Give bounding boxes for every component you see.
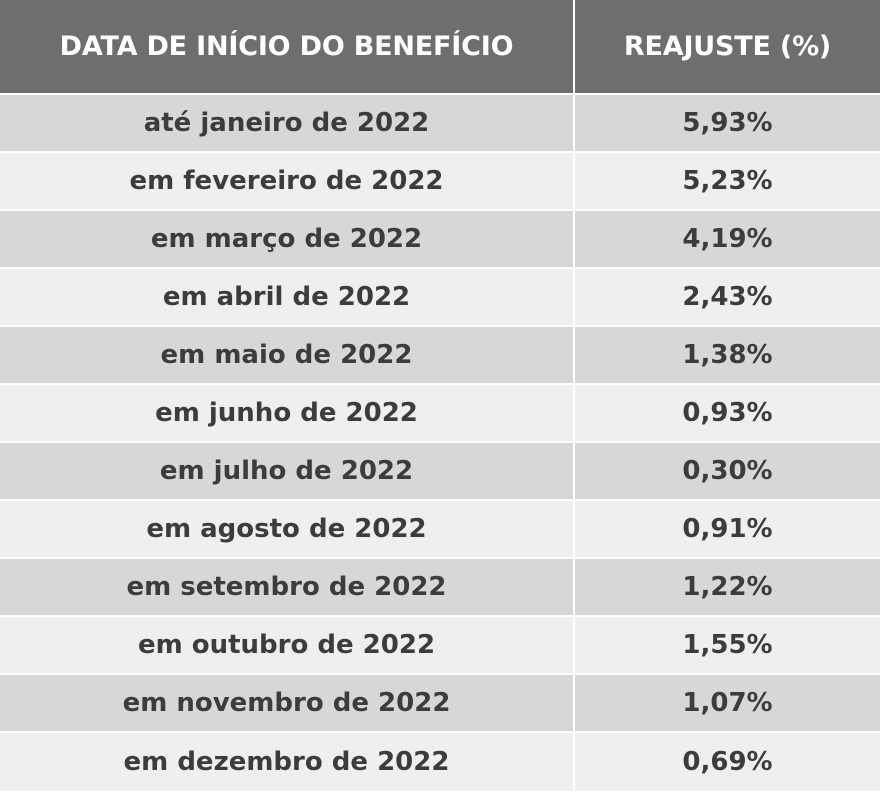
row-date: em agosto de 2022	[0, 501, 575, 557]
table-row: em março de 2022 4,19%	[0, 211, 880, 269]
row-adjustment: 0,69%	[682, 747, 773, 777]
table-row: em outubro de 2022 1,55%	[0, 617, 880, 675]
table-row: em dezembro de 2022 0,69%	[0, 733, 880, 791]
row-date: em fevereiro de 2022	[0, 153, 575, 209]
row-date: em abril de 2022	[0, 269, 575, 325]
row-adjustment: 0,93%	[682, 398, 773, 428]
row-adjustment: 4,19%	[682, 224, 773, 254]
row-adjustment: 5,93%	[682, 108, 773, 138]
row-date: em julho de 2022	[0, 443, 575, 499]
table-row: em fevereiro de 2022 5,23%	[0, 153, 880, 211]
row-date: em março de 2022	[0, 211, 575, 267]
row-adjustment: 0,30%	[682, 456, 773, 486]
row-adjustment: 1,55%	[682, 630, 773, 660]
row-date: em novembro de 2022	[0, 675, 575, 731]
row-adjustment: 2,43%	[682, 282, 773, 312]
row-adjustment: 1,38%	[682, 340, 773, 370]
row-adjustment: 5,23%	[682, 166, 773, 196]
row-date: em outubro de 2022	[0, 617, 575, 673]
table-row: em agosto de 2022 0,91%	[0, 501, 880, 559]
row-adjustment: 1,07%	[682, 688, 773, 718]
table-row: em julho de 2022 0,30%	[0, 443, 880, 501]
row-adjustment: 1,22%	[682, 572, 773, 602]
table-row: em abril de 2022 2,43%	[0, 269, 880, 327]
table-row: em junho de 2022 0,93%	[0, 385, 880, 443]
table-row: em setembro de 2022 1,22%	[0, 559, 880, 617]
table-header-row: DATA DE INÍCIO DO BENEFÍCIO REAJUSTE (%)	[0, 0, 880, 95]
table-row: em maio de 2022 1,38%	[0, 327, 880, 385]
row-date: em setembro de 2022	[0, 559, 575, 615]
row-date: em junho de 2022	[0, 385, 575, 441]
table-row: em novembro de 2022 1,07%	[0, 675, 880, 733]
header-adjustment: REAJUSTE (%)	[623, 31, 832, 62]
row-date: até janeiro de 2022	[0, 95, 575, 151]
row-adjustment: 0,91%	[682, 514, 773, 544]
table-row: até janeiro de 2022 5,93%	[0, 95, 880, 153]
header-start-date: DATA DE INÍCIO DO BENEFÍCIO	[0, 0, 575, 93]
row-date: em dezembro de 2022	[0, 733, 575, 791]
row-date: em maio de 2022	[0, 327, 575, 383]
